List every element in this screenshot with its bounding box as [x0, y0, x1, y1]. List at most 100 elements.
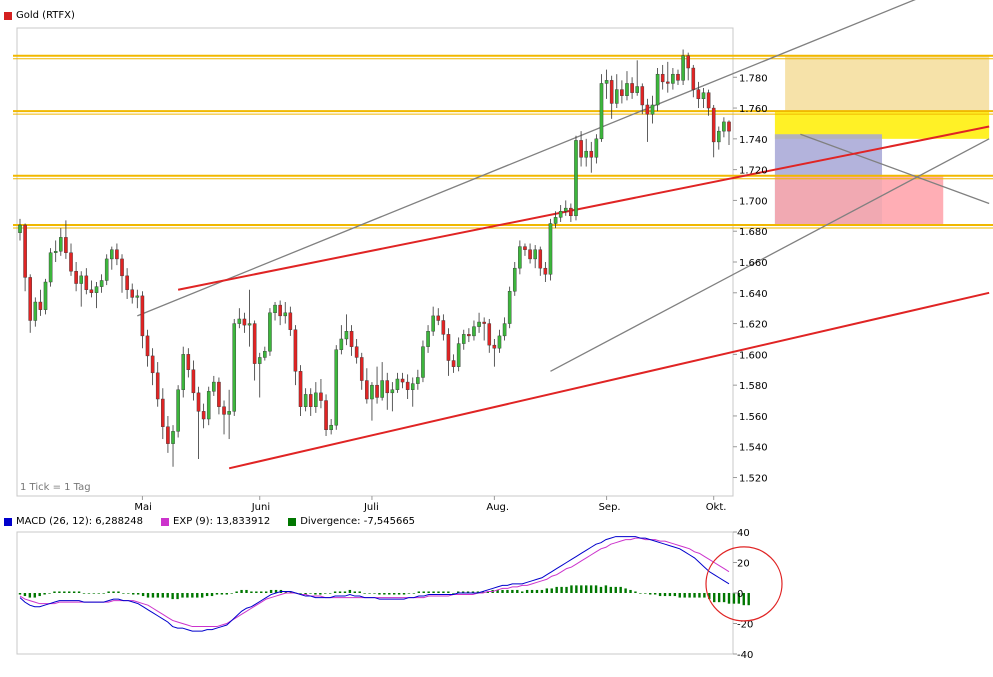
divergence-bar — [585, 585, 588, 593]
candle-body — [334, 349, 339, 426]
candle-body — [308, 394, 313, 407]
candle-body — [655, 73, 660, 106]
divergence-bar — [250, 591, 253, 593]
divergence-bar — [28, 593, 32, 598]
candle — [314, 382, 318, 413]
candle — [176, 385, 180, 438]
divergence-bar — [53, 591, 56, 593]
candle-body — [431, 315, 435, 332]
candle-body — [518, 246, 522, 269]
candle — [660, 64, 665, 90]
candle — [212, 375, 216, 396]
price-tick-label: 1.740 — [739, 135, 768, 146]
candle — [257, 352, 262, 398]
candle-body — [247, 323, 252, 326]
divergence-bar — [48, 593, 51, 594]
candle-body — [43, 281, 48, 310]
divergence-bar — [599, 586, 603, 593]
divergence-bar — [151, 593, 155, 598]
candle — [104, 254, 109, 286]
candle — [492, 338, 497, 367]
candle — [232, 318, 237, 416]
candle — [630, 77, 634, 99]
price-tick-label: 1.560 — [739, 412, 768, 423]
candle — [48, 248, 53, 287]
price-plot-area — [16, 27, 734, 497]
macd-tick-label: 40 — [737, 528, 750, 539]
divergence-bar — [722, 593, 726, 603]
macd-tick-label: 0 — [737, 589, 743, 600]
candle — [64, 220, 68, 259]
candle-body — [584, 150, 588, 158]
price-legend-swatch — [4, 11, 12, 20]
divergence-bar — [240, 589, 243, 593]
candle — [370, 382, 374, 421]
divergence-bar — [481, 591, 485, 593]
divergence-bar — [466, 591, 470, 593]
candle-body — [538, 249, 543, 269]
candle-body — [563, 207, 568, 212]
divergence-bar — [33, 593, 36, 598]
candle-body — [640, 86, 645, 106]
candle — [706, 89, 711, 116]
price-zone — [774, 134, 883, 176]
divergence-bar — [678, 593, 681, 598]
divergence-bar — [392, 593, 396, 595]
candle — [308, 388, 313, 416]
divergence-bar — [245, 589, 248, 593]
divergence-bar — [727, 593, 731, 604]
candle-body — [252, 323, 257, 364]
candle — [303, 388, 308, 412]
candle — [436, 308, 441, 326]
candle-body — [161, 398, 165, 427]
candle — [666, 61, 670, 93]
candle — [528, 243, 532, 264]
candle-body — [349, 331, 354, 347]
divergence-bar — [23, 593, 27, 597]
divergence-bar — [378, 593, 381, 595]
trend-line — [550, 138, 990, 372]
candle-body — [405, 381, 410, 390]
candle — [640, 83, 645, 115]
divergence-bar — [397, 593, 401, 595]
candle-body — [319, 392, 323, 401]
candle-body — [533, 249, 537, 260]
candle — [584, 138, 588, 167]
candle — [288, 306, 293, 336]
candle — [74, 262, 78, 292]
candle — [395, 372, 400, 393]
divergence-bar — [132, 593, 135, 595]
candle-body — [212, 381, 216, 392]
candle — [696, 81, 701, 109]
divergence-bar — [127, 593, 130, 594]
divergence-bar — [594, 585, 598, 593]
divergence-bar — [255, 591, 258, 593]
divergence-bar — [668, 593, 672, 597]
candle — [650, 95, 655, 124]
candle — [217, 377, 221, 415]
candle-body — [23, 224, 27, 278]
candle — [405, 374, 410, 400]
candle-body — [18, 224, 22, 233]
candle-body — [477, 321, 481, 327]
divergence-bar — [521, 591, 524, 593]
price-axis: 1.520 1.540 1.560 1.580 1.600 1.620 1.640 1.660… — [733, 73, 768, 485]
exp-legend-label: EXP (9): 13,833912 — [173, 516, 271, 527]
candle-body — [615, 89, 619, 104]
candle — [196, 386, 201, 460]
divergence-bar — [717, 593, 721, 603]
candle-body — [385, 380, 390, 394]
divergence-bar — [122, 593, 125, 594]
candle-body — [492, 344, 497, 349]
candle-body — [130, 289, 134, 298]
candle-body — [553, 217, 558, 224]
candle — [150, 348, 155, 386]
candle — [441, 314, 446, 341]
candle-body — [507, 291, 512, 324]
candle-body — [558, 210, 563, 218]
divergence-bar — [703, 593, 706, 598]
macd-tick-label: -20 — [737, 620, 753, 631]
divergence-bar — [693, 593, 696, 598]
price-zone — [774, 175, 944, 226]
